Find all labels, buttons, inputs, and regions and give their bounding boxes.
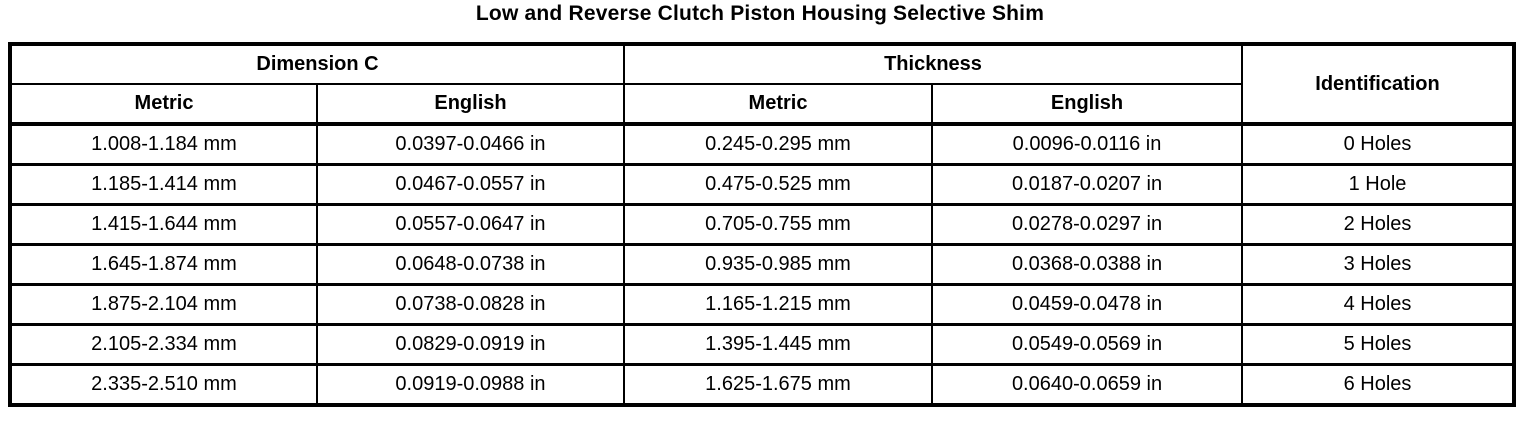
column-group-row: Dimension C Thickness Identification [9, 43, 1516, 126]
cell-thickness-english: 0.0368-0.0388 in [930, 243, 1244, 286]
cell-dimension-c-metric: 1.875-2.104 mm [9, 283, 318, 326]
cell-thickness-metric: 0.705-0.755 mm [623, 203, 933, 246]
cell-thickness-metric: 0.475-0.525 mm [623, 163, 933, 206]
cell-identification: 6 Holes [1241, 363, 1516, 407]
cell-thickness-english: 0.0096-0.0116 in [930, 122, 1244, 166]
cell-dimension-c-english: 0.0738-0.0828 in [316, 283, 625, 326]
table-row: 1.008-1.184 mm 0.0397-0.0466 in 0.245-0.… [9, 122, 1516, 166]
cell-dimension-c-english: 0.0648-0.0738 in [316, 243, 625, 286]
cell-thickness-english: 0.0278-0.0297 in [930, 203, 1244, 246]
cell-thickness-metric: 1.165-1.215 mm [623, 283, 933, 326]
table-row: 2.105-2.334 mm 0.0829-0.0919 in 1.395-1.… [9, 323, 1516, 366]
subheader-thickness-metric: Metric [623, 83, 933, 126]
cell-identification: 3 Holes [1241, 243, 1516, 286]
cell-identification: 2 Holes [1241, 203, 1516, 246]
cell-thickness-metric: 1.625-1.675 mm [623, 363, 933, 407]
subheader-thickness-english: English [930, 83, 1244, 126]
cell-identification: 0 Holes [1241, 122, 1516, 166]
column-group-thickness: Thickness [622, 43, 1244, 85]
subheader-dimension-c-english: English [316, 83, 625, 126]
cell-dimension-c-metric: 1.008-1.184 mm [9, 122, 318, 166]
cell-dimension-c-metric: 1.645-1.874 mm [9, 243, 318, 286]
cell-identification: 1 Hole [1241, 163, 1516, 206]
selective-shim-table: Dimension C Thickness Identification Met… [8, 42, 1517, 407]
cell-identification: 4 Holes [1241, 283, 1516, 326]
cell-dimension-c-english: 0.0467-0.0557 in [316, 163, 625, 206]
table-row: 1.645-1.874 mm 0.0648-0.0738 in 0.935-0.… [9, 243, 1516, 286]
cell-thickness-metric: 1.395-1.445 mm [623, 323, 933, 366]
table-row: 1.185-1.414 mm 0.0467-0.0557 in 0.475-0.… [9, 163, 1516, 206]
cell-thickness-english: 0.0459-0.0478 in [930, 283, 1244, 326]
table-row: 2.335-2.510 mm 0.0919-0.0988 in 1.625-1.… [9, 363, 1516, 407]
cell-identification: 5 Holes [1241, 323, 1516, 366]
cell-thickness-metric: 0.245-0.295 mm [623, 122, 933, 166]
cell-dimension-c-english: 0.0829-0.0919 in [316, 323, 625, 366]
cell-thickness-english: 0.0549-0.0569 in [930, 323, 1244, 366]
cell-thickness-metric: 0.935-0.985 mm [623, 243, 933, 286]
cell-thickness-english: 0.0640-0.0659 in [930, 363, 1244, 407]
cell-dimension-c-english: 0.0557-0.0647 in [316, 203, 625, 246]
table-row: 1.875-2.104 mm 0.0738-0.0828 in 1.165-1.… [9, 283, 1516, 326]
page-title: Low and Reverse Clutch Piston Housing Se… [475, 2, 1045, 25]
subheader-row: Metric English Metric English [9, 83, 1514, 126]
cell-dimension-c-metric: 2.335-2.510 mm [9, 363, 318, 407]
table-row: 1.415-1.644 mm 0.0557-0.0647 in 0.705-0.… [9, 203, 1516, 246]
cell-dimension-c-english: 0.0919-0.0988 in [316, 363, 625, 407]
cell-dimension-c-metric: 1.185-1.414 mm [9, 163, 318, 206]
subheader-dimension-c-metric: Metric [9, 83, 318, 126]
column-group-dimension-c: Dimension C [9, 43, 625, 85]
cell-thickness-english: 0.0187-0.0207 in [930, 163, 1244, 206]
cell-dimension-c-english: 0.0397-0.0466 in [316, 122, 625, 166]
column-header-identification: Identification [1241, 43, 1516, 126]
cell-dimension-c-metric: 2.105-2.334 mm [9, 323, 318, 366]
cell-dimension-c-metric: 1.415-1.644 mm [9, 203, 318, 246]
